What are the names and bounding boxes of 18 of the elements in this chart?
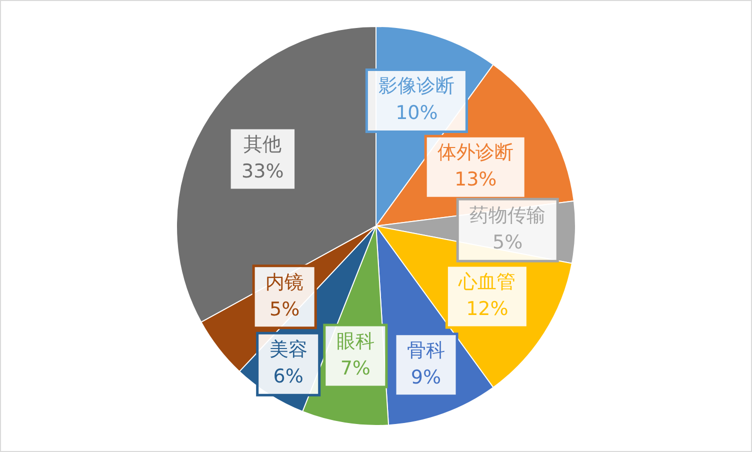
slice-label: 体外诊断 xyxy=(438,142,514,164)
data-label: 5% xyxy=(269,298,300,320)
data-label: 9% xyxy=(410,366,442,388)
data-label: 33% xyxy=(242,160,284,182)
data-label: 13% xyxy=(454,168,497,191)
data-label: 6% xyxy=(273,366,304,388)
slice-label: 美容 xyxy=(269,338,308,361)
slice-label: 骨科 xyxy=(407,339,446,362)
data-label: 12% xyxy=(466,298,508,320)
data-label: 7% xyxy=(340,357,370,380)
data-label: 10% xyxy=(396,102,438,124)
slice-label: 其他 xyxy=(244,133,282,156)
slice-label: 内镜 xyxy=(266,271,304,294)
data-label: 5% xyxy=(492,232,523,254)
slice-label: 眼科 xyxy=(336,330,374,352)
slice-label: 心血管 xyxy=(458,270,516,293)
slice-label: 影像诊断 xyxy=(378,75,455,98)
slice-label: 药物传输 xyxy=(470,204,546,227)
